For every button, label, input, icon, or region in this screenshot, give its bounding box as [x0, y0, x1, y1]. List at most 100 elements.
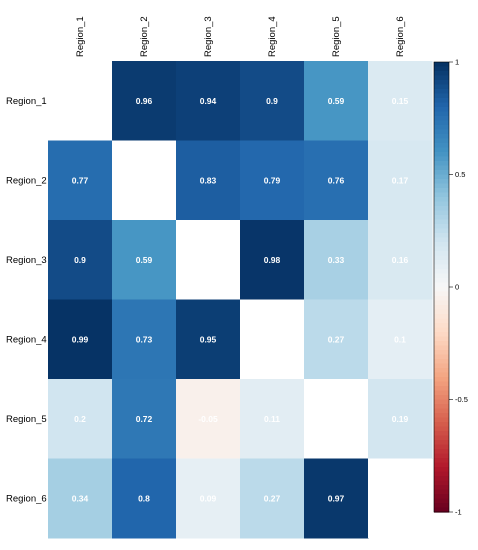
colorbar-segment [434, 305, 449, 311]
colorbar-segment [434, 296, 449, 302]
colorbar-segment [434, 161, 449, 167]
colorbar-segment [434, 458, 449, 464]
cell-value-label: 0.27 [264, 493, 281, 503]
colorbar-segment [434, 138, 449, 144]
cell-value-label: 0.11 [264, 414, 280, 424]
heatmap-cell [240, 220, 305, 300]
heatmap-cell [368, 61, 433, 141]
cell-value-label: 0.95 [200, 334, 217, 344]
row-label: Region_2 [6, 175, 47, 186]
heatmap-cell [176, 299, 241, 380]
column-labels: Region_1 Region_2 Region_3 Region_4 Region_5… [75, 16, 406, 57]
heatmap-cell [112, 61, 177, 141]
colorbar-segment [434, 494, 449, 500]
colorbar-segment [434, 197, 449, 203]
colorbar-segment [434, 80, 449, 86]
heatmap-cell [304, 458, 369, 539]
colorbar-segment [434, 404, 449, 410]
colorbar-segment [434, 444, 449, 450]
cell-value-label: 0.1 [394, 334, 406, 344]
column-label: Region_1 [75, 16, 86, 57]
cell-value-label: 0.79 [264, 175, 281, 185]
colorbar-segment [434, 188, 449, 194]
heatmap-cell [368, 140, 433, 221]
heatmap-cell-empty [176, 220, 240, 300]
colorbar-segment [434, 210, 449, 216]
heatmap-cell-empty [304, 379, 368, 459]
colorbar-segment [434, 107, 449, 113]
colorbar-segment [434, 98, 449, 104]
heatmap-cell [240, 61, 305, 141]
colorbar-segment [434, 372, 449, 378]
colorbar-segment [434, 449, 449, 455]
colorbar-segment [434, 125, 449, 131]
colorbar-segment [434, 399, 449, 405]
colorbar-segment [434, 219, 449, 225]
heatmap-cell [176, 379, 241, 459]
heatmap-cell [368, 220, 433, 300]
colorbar-segment [434, 62, 449, 68]
heatmap-cell [304, 299, 369, 380]
colorbar-segment [434, 467, 449, 473]
colorbar-segment [434, 156, 449, 162]
heatmap-cell-empty [240, 299, 304, 379]
colorbar-segment [434, 215, 449, 221]
row-labels: Region_1 Region_2 Region_3 Region_4 Region_5… [6, 96, 47, 505]
colorbar-segment [434, 269, 449, 275]
colorbar-segment [434, 287, 449, 293]
colorbar-segment [434, 498, 449, 504]
cell-value-label: 0.33 [328, 255, 345, 265]
colorbar-segment [434, 273, 449, 279]
heatmap-cell [176, 61, 241, 141]
column-label: Region_6 [395, 16, 406, 57]
heatmap-cell [48, 458, 113, 539]
heatmap-cell [240, 379, 305, 459]
heatmap-cell [48, 299, 113, 380]
colorbar-segment [434, 206, 449, 212]
colorbar-segment [434, 354, 449, 360]
colorbar-segment [434, 377, 449, 383]
colorbar-segment [434, 102, 449, 108]
heatmap-cell [112, 299, 177, 380]
heatmap-cell-empty [368, 458, 432, 538]
colorbar-segment [434, 224, 449, 230]
colorbar-tick-label: 0 [455, 283, 459, 292]
colorbar-segment [434, 179, 449, 185]
cell-value-label: 0.72 [136, 414, 153, 424]
heatmap-cell [240, 140, 305, 221]
cell-value-label: 0.77 [72, 175, 89, 185]
colorbar-segment [434, 435, 449, 441]
colorbar-segment [434, 291, 449, 297]
colorbar-segment [434, 503, 449, 509]
colorbar-segment [434, 368, 449, 374]
heatmap-cells: 0.96 0.94 0.9 0.59 0.15 0.77 0.83 0.79 0.76 0.17 0… [48, 61, 433, 539]
heatmap-cell-empty [112, 140, 176, 220]
colorbar-tick-label: -0.5 [455, 395, 468, 404]
colorbar-segment [434, 426, 449, 432]
colorbar-segment [434, 345, 449, 351]
cell-value-label: 0.17 [392, 175, 409, 185]
cell-value-label: 0.34 [72, 493, 89, 503]
cell-value-label: -0.05 [198, 414, 218, 424]
colorbar-segment [434, 93, 449, 99]
colorbar-segment [434, 84, 449, 90]
colorbar-segment [434, 309, 449, 315]
cell-value-label: 0.94 [200, 96, 217, 106]
colorbar-segment [434, 143, 449, 149]
colorbar-segment [434, 251, 449, 257]
colorbar-segment [434, 318, 449, 324]
heatmap-cell [112, 458, 177, 539]
heatmap-cell [48, 220, 113, 300]
colorbar-segment [434, 327, 449, 333]
colorbar-segment [434, 431, 449, 437]
cell-value-label: 0.59 [328, 96, 345, 106]
colorbar-segment [434, 282, 449, 288]
colorbar-segment [434, 336, 449, 342]
colorbar-tick-label: -1 [455, 508, 462, 517]
cell-value-label: 0.09 [200, 493, 217, 503]
colorbar-segment [434, 147, 449, 153]
colorbar-segment [434, 75, 449, 81]
colorbar-tick-label: 0.5 [455, 170, 465, 179]
colorbar-segment [434, 462, 449, 468]
